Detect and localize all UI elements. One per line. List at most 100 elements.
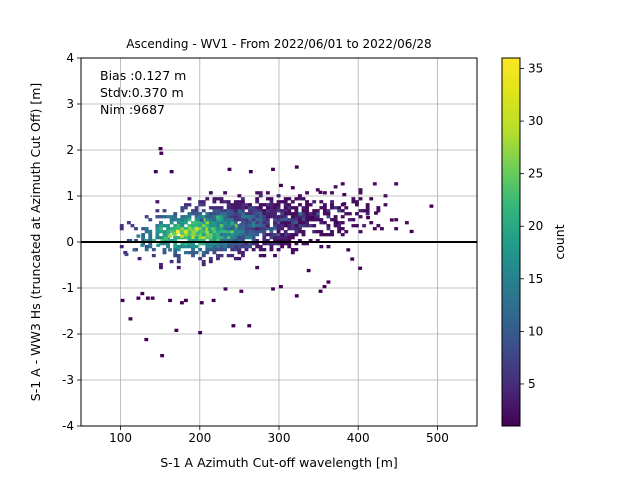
heatmap-cell bbox=[162, 224, 167, 228]
heatmap-cell bbox=[212, 200, 217, 204]
heatmap-cell bbox=[201, 236, 206, 240]
heatmap-cell bbox=[151, 253, 156, 258]
heatmap-cell bbox=[230, 203, 235, 207]
heatmap-cell bbox=[280, 215, 285, 219]
heatmap-cell bbox=[298, 221, 302, 225]
heatmap-cell bbox=[183, 233, 188, 237]
heatmap-cell bbox=[226, 221, 231, 225]
heatmap-cell bbox=[166, 227, 171, 231]
heatmap-cell bbox=[265, 242, 270, 246]
heatmap-cell bbox=[230, 215, 235, 219]
heatmap-cell bbox=[162, 242, 167, 246]
heatmap-cell bbox=[280, 233, 285, 237]
heatmap-cell bbox=[255, 212, 260, 216]
heatmap-cell bbox=[194, 215, 199, 219]
heatmap-cell bbox=[187, 230, 192, 234]
y-tick-label: 3 bbox=[66, 97, 74, 111]
heatmap-cell bbox=[119, 227, 124, 231]
heatmap-cell bbox=[337, 230, 342, 234]
heatmap-cell bbox=[173, 227, 178, 231]
heatmap-cell bbox=[273, 233, 277, 237]
heatmap-cell bbox=[301, 230, 306, 234]
colorbar-tick-label: 20 bbox=[528, 219, 543, 233]
heatmap-cell bbox=[404, 221, 409, 225]
heatmap-cell bbox=[159, 221, 163, 225]
heatmap-cell bbox=[173, 218, 178, 222]
heatmap-cell bbox=[290, 218, 295, 222]
heatmap-cell bbox=[280, 209, 285, 213]
heatmap-cell bbox=[248, 212, 252, 216]
heatmap-cell bbox=[294, 206, 299, 210]
heatmap-cell bbox=[333, 224, 338, 228]
heatmap-cell bbox=[230, 253, 235, 258]
heatmap-cell bbox=[240, 221, 245, 225]
heatmap-cell bbox=[283, 203, 288, 207]
heatmap-cell bbox=[159, 236, 163, 240]
heatmap-cell bbox=[201, 227, 206, 231]
heatmap-cell bbox=[283, 215, 288, 219]
heatmap-cell bbox=[280, 224, 285, 228]
heatmap-cell bbox=[201, 224, 206, 228]
heatmap-cell bbox=[233, 242, 238, 246]
heatmap-cell bbox=[301, 209, 306, 213]
heatmap-cell bbox=[298, 218, 302, 222]
heatmap-cell bbox=[233, 218, 238, 222]
heatmap-cell bbox=[233, 236, 238, 240]
heatmap-cell bbox=[173, 239, 178, 243]
heatmap-cell bbox=[344, 230, 349, 234]
heatmap-cell bbox=[255, 209, 260, 213]
heatmap-cell bbox=[208, 224, 213, 228]
heatmap-cell bbox=[141, 233, 146, 237]
heatmap-cell bbox=[287, 244, 292, 249]
heatmap-cell bbox=[251, 233, 256, 237]
stat-stdv: Stdv:0.370 m bbox=[100, 85, 184, 100]
stat-count: Nim :9687 bbox=[100, 102, 165, 117]
heatmap-cell bbox=[276, 224, 281, 228]
heatmap-outlier bbox=[159, 151, 164, 155]
heatmap-cell bbox=[294, 230, 299, 234]
heatmap-outlier bbox=[366, 216, 370, 220]
heatmap-cell bbox=[251, 227, 256, 231]
heatmap-outlier bbox=[227, 167, 232, 171]
heatmap-cell bbox=[276, 194, 281, 198]
heatmap-cell bbox=[216, 215, 220, 219]
heatmap-cell bbox=[198, 212, 203, 216]
heatmap-cell bbox=[269, 236, 274, 240]
heatmap-cell bbox=[212, 247, 217, 252]
heatmap-cell bbox=[251, 209, 256, 213]
heatmap-cell bbox=[248, 242, 252, 246]
heatmap-cell bbox=[230, 247, 235, 252]
heatmap-cell bbox=[265, 224, 270, 228]
heatmap-outlier bbox=[136, 296, 141, 300]
heatmap-cell bbox=[183, 229, 188, 234]
heatmap-cell bbox=[340, 209, 345, 213]
heatmap-cell bbox=[248, 224, 252, 228]
heatmap-cell bbox=[283, 236, 288, 240]
heatmap-cell bbox=[194, 212, 199, 216]
heatmap-cell bbox=[287, 203, 292, 207]
heatmap-cell bbox=[326, 224, 331, 228]
heatmap-cell bbox=[262, 236, 267, 240]
heatmap-cell bbox=[205, 250, 210, 255]
heatmap-cell bbox=[176, 259, 181, 264]
heatmap-cell bbox=[223, 221, 228, 225]
heatmap-cell bbox=[194, 221, 199, 225]
heatmap-cell bbox=[330, 230, 334, 234]
heatmap-outlier bbox=[294, 294, 299, 298]
heatmap-cell bbox=[255, 218, 260, 222]
heatmap-cell bbox=[276, 200, 281, 204]
heatmap-cell bbox=[255, 191, 260, 195]
heatmap-cell bbox=[362, 224, 367, 228]
heatmap-cell bbox=[312, 230, 317, 234]
heatmap-cell bbox=[326, 233, 331, 237]
heatmap-cell bbox=[201, 203, 206, 207]
heatmap-cell bbox=[155, 215, 160, 219]
heatmap-cell bbox=[319, 206, 324, 210]
colorbar-tick-label: 25 bbox=[528, 167, 543, 181]
heatmap-cell bbox=[216, 236, 220, 240]
heatmap-cell bbox=[226, 200, 231, 204]
heatmap-cell bbox=[301, 212, 306, 216]
heatmap-cell bbox=[176, 244, 181, 249]
heatmap-cell bbox=[308, 239, 313, 243]
heatmap-cell bbox=[251, 206, 256, 210]
